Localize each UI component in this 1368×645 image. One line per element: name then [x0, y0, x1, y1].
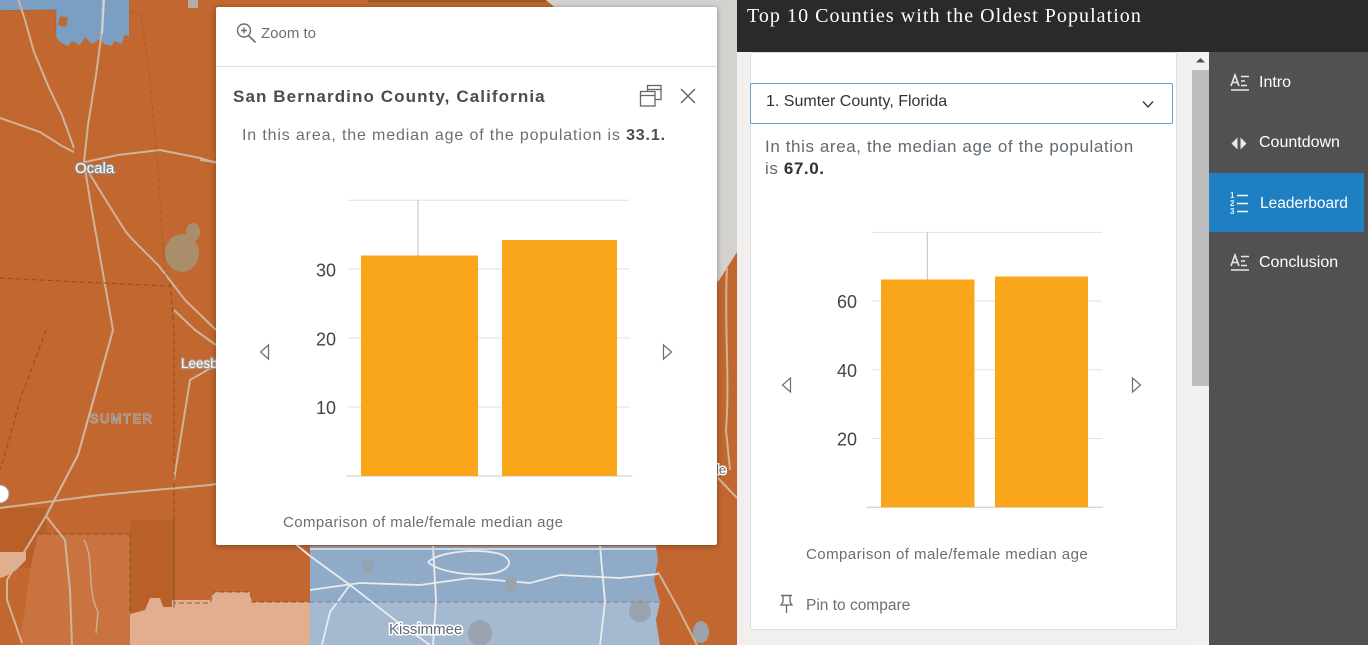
svg-text:20: 20 [837, 430, 857, 450]
svg-text:2: 2 [1230, 199, 1235, 208]
svg-text:Comparison of male/female medi: Comparison of male/female median age [283, 514, 563, 531]
svg-text:10: 10 [316, 398, 336, 418]
svg-text:Kissimmee: Kissimmee [389, 621, 462, 638]
svg-text:SUMTER: SUMTER [90, 412, 154, 426]
svg-text:40: 40 [837, 361, 857, 381]
svg-text:Ocala: Ocala [75, 160, 115, 177]
svg-text:le: le [716, 462, 726, 477]
svg-text:1: 1 [1230, 191, 1235, 200]
svg-text:60: 60 [837, 292, 857, 312]
svg-text:3: 3 [1230, 207, 1235, 216]
svg-text:Comparison of male/female medi: Comparison of male/female median age [806, 546, 1088, 563]
svg-text:Leesb: Leesb [181, 356, 218, 371]
svg-text:30: 30 [316, 261, 336, 281]
svg-text:20: 20 [316, 329, 336, 349]
